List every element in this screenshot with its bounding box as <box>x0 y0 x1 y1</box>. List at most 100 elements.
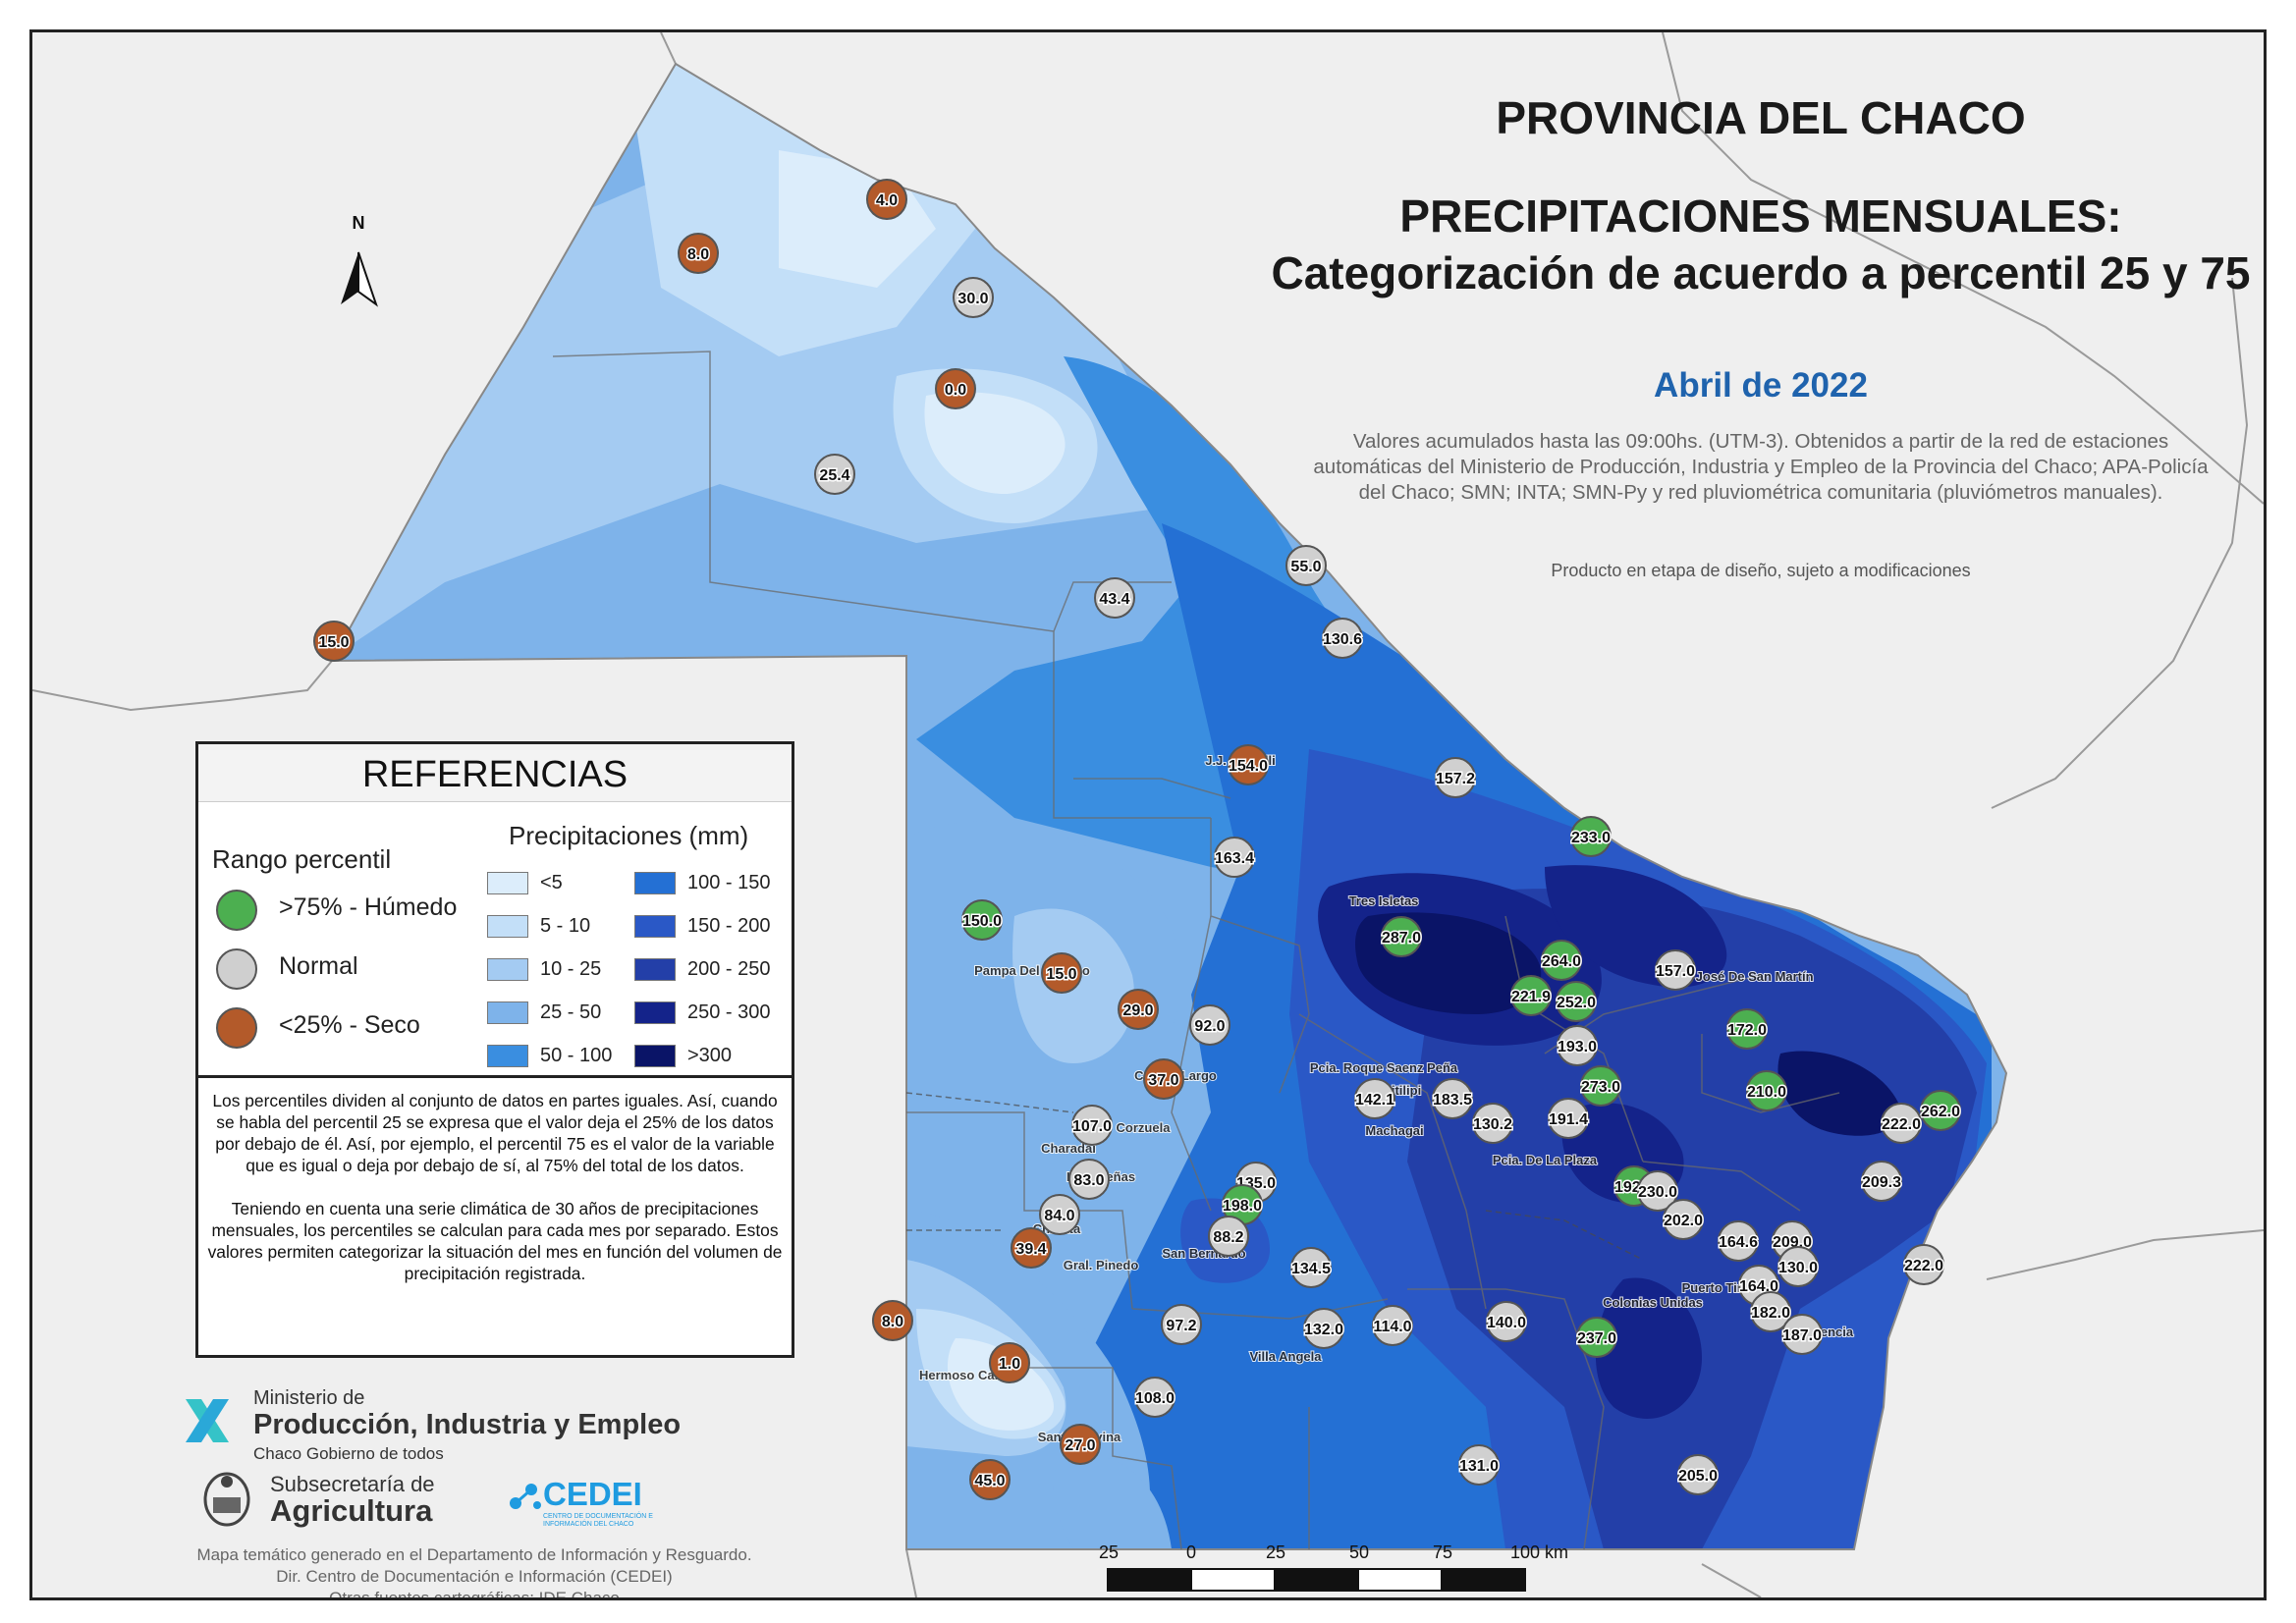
station-circle <box>1435 757 1476 798</box>
station-circle <box>1381 916 1422 957</box>
map-subtitle: PRECIPITACIONES MENSUALES: Categorizació… <box>1271 190 2251 298</box>
scale-label: 100 km <box>1510 1542 1569 1562</box>
station-marker: 108.0 <box>1133 1377 1176 1418</box>
station-value: 15.0 <box>318 634 349 651</box>
station-marker: 130.2 <box>1471 1103 1514 1144</box>
station-circle <box>1557 1025 1598 1066</box>
station-circle <box>1041 952 1082 994</box>
station-circle <box>866 179 907 220</box>
place-label: Pcia. Roque Saenz Peña <box>1310 1060 1458 1075</box>
station-circle <box>1677 1454 1719 1495</box>
station-marker: 107.0 <box>1070 1105 1114 1146</box>
station-value: 0.0 <box>945 382 966 399</box>
station-value: 222.0 <box>1882 1116 1921 1133</box>
station-circle <box>969 1459 1011 1500</box>
north-arrow-icon <box>341 251 378 307</box>
station-value: 157.2 <box>1436 771 1475 787</box>
station-value: 30.0 <box>957 291 988 307</box>
station-marker: 187.0 <box>1780 1314 1824 1355</box>
station-marker: 209.3 <box>1860 1161 1903 1202</box>
legend-box: REFERENCIAS Rango percentil Precipitacio… <box>195 741 794 1085</box>
station-marker: 157.2 <box>1434 757 1477 798</box>
station-circle <box>1458 1444 1500 1486</box>
station-value: 187.0 <box>1782 1327 1822 1344</box>
station-value: 45.0 <box>974 1473 1005 1489</box>
station-marker: 191.4 <box>1547 1098 1590 1139</box>
scale-label: 75 <box>1433 1542 1453 1562</box>
legend-swatch-label: <5 <box>540 872 563 893</box>
place-label: Gral. José De San Martín <box>1663 969 1813 984</box>
station-value: 88.2 <box>1213 1229 1243 1246</box>
station-marker: 114.0 <box>1372 1305 1413 1346</box>
station-marker: 55.0 <box>1285 545 1327 586</box>
station-circle <box>1039 1194 1080 1235</box>
legend-normal-circle <box>216 948 257 990</box>
department-borders <box>552 351 1840 1550</box>
cedei-name: CEDEI <box>543 1476 642 1512</box>
station-circle <box>1541 940 1582 981</box>
station-circle <box>1228 744 1269 785</box>
station-value: 108.0 <box>1135 1390 1175 1407</box>
legend-swatch-label: 200 - 250 <box>687 958 771 980</box>
station-value: 252.0 <box>1557 995 1596 1011</box>
station-circle <box>1781 1314 1823 1355</box>
station-marker: 29.0 <box>1118 989 1159 1030</box>
station-value: 163.4 <box>1215 850 1254 867</box>
map-description: Valores acumulados hasta las 09:00hs. (U… <box>1313 430 2209 504</box>
legend-swatch <box>634 915 676 938</box>
station-value: 134.5 <box>1291 1261 1331 1277</box>
station-marker: 88.2 <box>1208 1216 1249 1257</box>
station-circle <box>1071 1105 1113 1146</box>
station-value: 8.0 <box>687 246 709 263</box>
station-value: 37.0 <box>1148 1072 1178 1089</box>
cedei-logo-icon <box>510 1484 541 1509</box>
station-value: 193.0 <box>1558 1039 1597 1055</box>
station-marker: 132.0 <box>1302 1308 1345 1349</box>
station-circle <box>1354 1078 1395 1119</box>
station-value: 8.0 <box>882 1314 903 1330</box>
ministerio-name: Producción, Industria y Empleo <box>253 1409 682 1440</box>
station-marker: 154.0 <box>1227 744 1270 785</box>
legend-swatch-label: 5 - 10 <box>540 915 591 937</box>
station-marker: 15.0 <box>1041 952 1082 994</box>
station-marker: 0.0 <box>935 368 976 409</box>
station-value: 183.5 <box>1433 1092 1472 1109</box>
station-circle <box>1303 1308 1344 1349</box>
legend-dry-circle <box>216 1007 257 1049</box>
legend-swatch <box>487 1045 528 1067</box>
legend-swatch-label: 50 - 100 <box>540 1045 613 1066</box>
station-marker: 287.0 <box>1380 916 1423 957</box>
station-value: 157.0 <box>1656 963 1695 980</box>
station-value: 27.0 <box>1065 1437 1095 1454</box>
station-circle <box>1637 1170 1678 1212</box>
station-circle <box>1718 1220 1759 1262</box>
station-marker: 15.0 <box>313 621 355 662</box>
legend-swatch <box>487 958 528 981</box>
station-value: 25.4 <box>819 467 849 484</box>
station-value: 287.0 <box>1382 930 1421 947</box>
station-marker: 157.0 <box>1654 949 1697 991</box>
station-circle <box>1576 1317 1617 1358</box>
station-circle <box>935 368 976 409</box>
station-value: 132.0 <box>1304 1322 1343 1338</box>
station-circle <box>1746 1070 1787 1111</box>
station-value: 84.0 <box>1044 1208 1074 1224</box>
station-marker: 45.0 <box>969 1459 1011 1500</box>
station-marker: 84.0 <box>1039 1194 1080 1235</box>
station-circle <box>1570 816 1612 857</box>
station-value: 130.0 <box>1778 1260 1818 1276</box>
station-circle <box>1920 1090 1961 1131</box>
department-borders-dashed <box>905 1092 1644 1261</box>
info-paragraph: Teniendo en cuenta una serie climática d… <box>207 1199 783 1283</box>
station-marker: 134.5 <box>1289 1247 1333 1288</box>
station-value: 114.0 <box>1373 1319 1411 1335</box>
station-circle <box>678 233 719 274</box>
station-circle <box>1548 1098 1589 1139</box>
scale-bar <box>1107 1568 1526 1592</box>
scale-label: 25 <box>1099 1542 1120 1562</box>
legend-swatch-label: 10 - 25 <box>540 958 602 980</box>
station-value: 29.0 <box>1122 1002 1153 1019</box>
station-marker: 233.0 <box>1569 816 1613 857</box>
station-circle <box>1777 1246 1819 1287</box>
place-label: Villa Angela <box>1250 1349 1323 1364</box>
